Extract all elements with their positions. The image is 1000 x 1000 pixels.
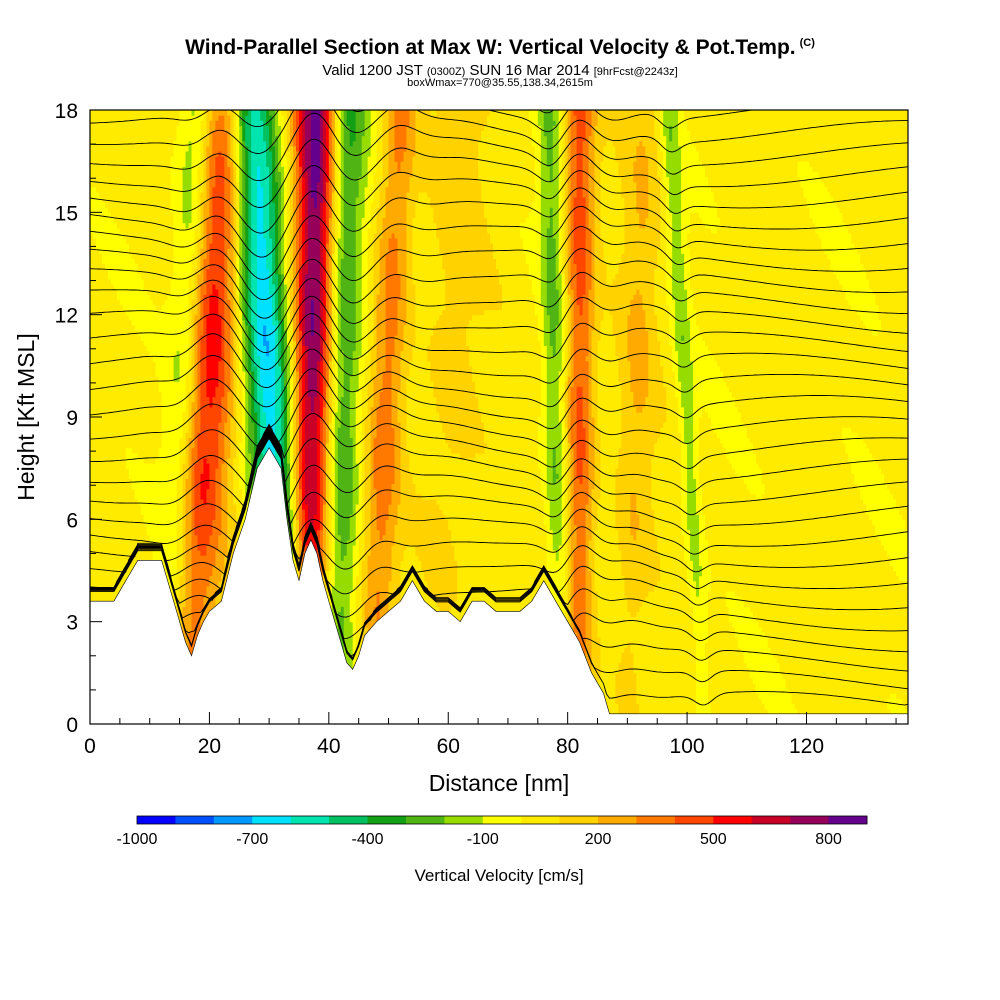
chart-svg: 0 20 40 60 80 100 1200369121518 Distance [nm] …: [0, 0, 1000, 1000]
